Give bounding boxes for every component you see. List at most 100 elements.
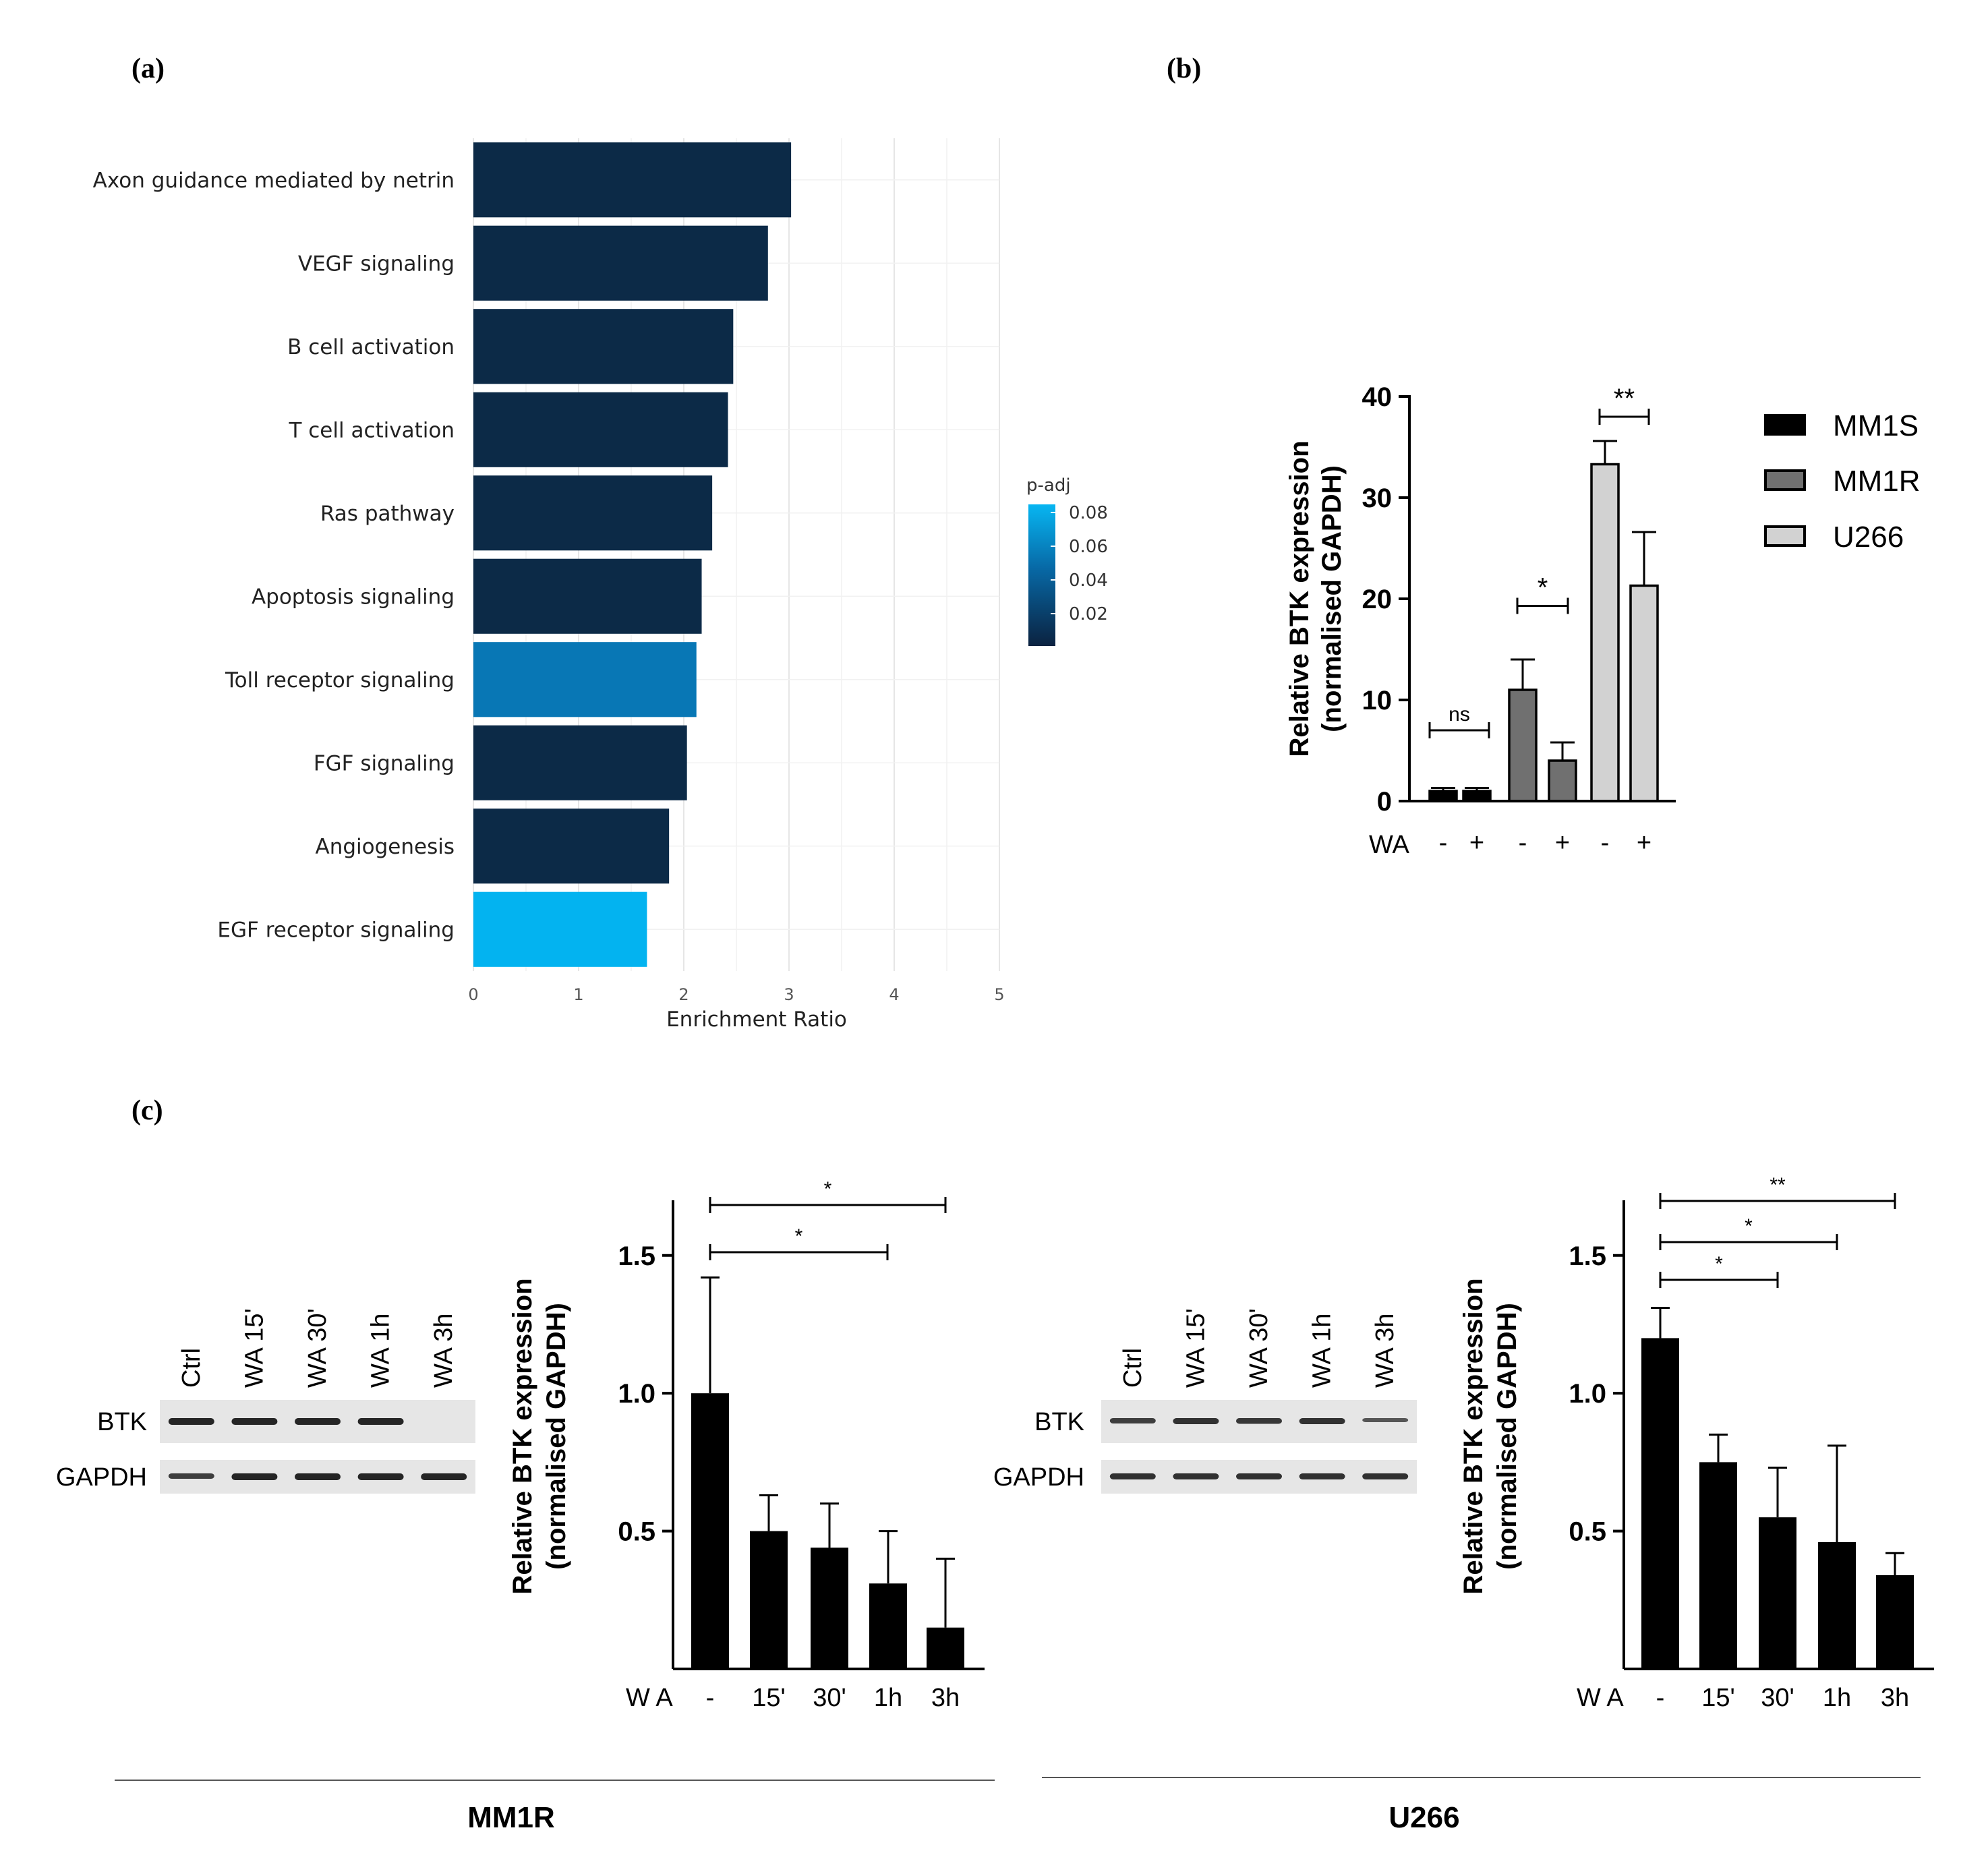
y-tick-label: 1.0 xyxy=(618,1379,655,1409)
category-label: VEGF signaling xyxy=(298,252,455,276)
blot-band xyxy=(1109,1418,1156,1423)
bar-a xyxy=(473,891,647,967)
x-tick-label: 3h xyxy=(1881,1684,1909,1712)
bar-b xyxy=(1629,584,1659,802)
blot-row-label: BTK xyxy=(1034,1408,1084,1436)
x-tick-label: 3 xyxy=(784,985,794,1004)
blot-band xyxy=(1109,1473,1156,1479)
blot-band xyxy=(231,1418,278,1425)
bar-b xyxy=(1462,790,1492,802)
bar-b xyxy=(1590,463,1620,802)
blot-lane-label: WA 1h xyxy=(367,1313,395,1388)
blot-band xyxy=(231,1473,278,1480)
y-tick-label: 40 xyxy=(1362,382,1393,412)
blot-band xyxy=(168,1418,214,1425)
y-tick-label: 0.5 xyxy=(618,1517,655,1547)
western-blot-u266: BTK GAPDH Ctrl WA 15' WA 30' WA 1h WA 3h xyxy=(993,1308,1417,1494)
bar-a xyxy=(473,725,687,800)
blot-band xyxy=(1362,1418,1409,1422)
blot-row-label: GAPDH xyxy=(993,1463,1084,1492)
chart-a-enrichment: Axon guidance mediated by netrin VEGF sig… xyxy=(93,138,1108,1032)
blot-lane-label: WA 30' xyxy=(1245,1308,1273,1388)
bar-c xyxy=(1641,1338,1679,1669)
x-tick-label: + xyxy=(1637,829,1651,857)
blot-lane-label: WA 15' xyxy=(1181,1308,1210,1388)
bar-b xyxy=(1548,759,1577,802)
panel-label-b: (b) xyxy=(1167,53,1201,84)
blot-lane-label: WA 1h xyxy=(1308,1313,1337,1388)
blot-band xyxy=(168,1473,214,1479)
blot-band xyxy=(1236,1418,1282,1424)
category-label: Axon guidance mediated by netrin xyxy=(93,169,455,193)
x-tick-label: - xyxy=(1519,829,1527,857)
blot-band xyxy=(1236,1473,1282,1479)
category-label: Ras pathway xyxy=(320,502,455,526)
y-tick-label: 10 xyxy=(1362,686,1393,715)
blot-row-label: GAPDH xyxy=(56,1463,147,1492)
bar-c xyxy=(750,1531,788,1669)
legend-colorbar xyxy=(1028,504,1055,646)
x-tick-label: 0 xyxy=(468,985,478,1004)
x-tick-label: 30' xyxy=(813,1684,846,1712)
bar-a xyxy=(473,392,728,467)
y-axis-title-line2: (normalised GAPDH) xyxy=(542,1303,571,1570)
blot-row-label: BTK xyxy=(97,1408,147,1436)
y-axis-title: Relative BTK expression xyxy=(1459,1278,1488,1594)
legend-label: 0.02 xyxy=(1069,604,1108,624)
y-axis-title-line2: (normalised GAPDH) xyxy=(1317,465,1347,732)
blot-band xyxy=(421,1473,467,1480)
bar-a xyxy=(473,142,792,218)
legend-swatch xyxy=(1764,525,1806,547)
group-label-u266: U266 xyxy=(1388,1801,1459,1834)
x-tick-label: 1h xyxy=(874,1684,902,1712)
sig-label: ** xyxy=(1614,384,1635,413)
blot-lane-label: Ctrl xyxy=(177,1348,206,1388)
sig-label: * xyxy=(1538,573,1548,603)
x-tick-label: 15' xyxy=(1701,1684,1735,1712)
y-axis-title-line2: (normalised GAPDH) xyxy=(1492,1303,1522,1570)
blot-band xyxy=(295,1418,341,1425)
x-prefix: WA xyxy=(1369,831,1409,859)
category-label: B cell activation xyxy=(287,335,455,359)
panel-label-a: (a) xyxy=(131,53,165,84)
y-tick-label: 30 xyxy=(1362,483,1393,513)
sig-label: * xyxy=(1745,1215,1753,1237)
legend-title: p-adj xyxy=(1026,475,1071,496)
x-tick-label: - xyxy=(1439,829,1448,857)
legend-swatch xyxy=(1764,469,1806,491)
blot-band xyxy=(1362,1473,1409,1479)
bar-c xyxy=(1818,1541,1856,1669)
sig-label: ** xyxy=(1770,1174,1786,1196)
bar-a xyxy=(473,225,768,301)
bar-a xyxy=(473,309,734,384)
bar-a xyxy=(473,558,702,634)
panel-label-c: (c) xyxy=(131,1095,163,1126)
legend-swatch xyxy=(1764,414,1806,436)
x-tick-label: 2 xyxy=(678,985,689,1004)
y-tick-label: 1.0 xyxy=(1569,1379,1606,1409)
y-axis-title: Relative BTK expression xyxy=(1285,440,1314,757)
bar-c xyxy=(691,1393,729,1669)
bar-a xyxy=(473,475,713,551)
blot-band xyxy=(1299,1473,1345,1479)
category-label: FGF signaling xyxy=(314,751,455,775)
sig-label: * xyxy=(1715,1253,1723,1275)
x-tick-label: 15' xyxy=(752,1684,786,1712)
x-prefix: W A xyxy=(626,1684,673,1712)
blot-band xyxy=(357,1418,404,1425)
blot-band xyxy=(1173,1473,1219,1479)
x-tick-label: 5 xyxy=(994,985,1004,1004)
bar-a xyxy=(473,809,670,884)
x-tick-label: 30' xyxy=(1761,1684,1794,1712)
bar-c xyxy=(1876,1575,1914,1669)
chart-c-mm1r: - 15' 30' 1h 3h 0.5 1.0 1.5 W A Relative BTK expr… xyxy=(508,1178,985,1712)
chart-c-u266: - 15' 30' 1h 3h 0.5 1.0 1.5 W A Relative BTK expr… xyxy=(1459,1174,1934,1712)
category-label: Toll receptor signaling xyxy=(225,668,455,693)
bar-b xyxy=(1508,688,1538,802)
blot-lane-label: WA 30' xyxy=(303,1308,332,1388)
sig-label: ns xyxy=(1449,703,1470,726)
legend-label: MM1R xyxy=(1833,465,1921,498)
x-tick-label: - xyxy=(706,1684,715,1712)
